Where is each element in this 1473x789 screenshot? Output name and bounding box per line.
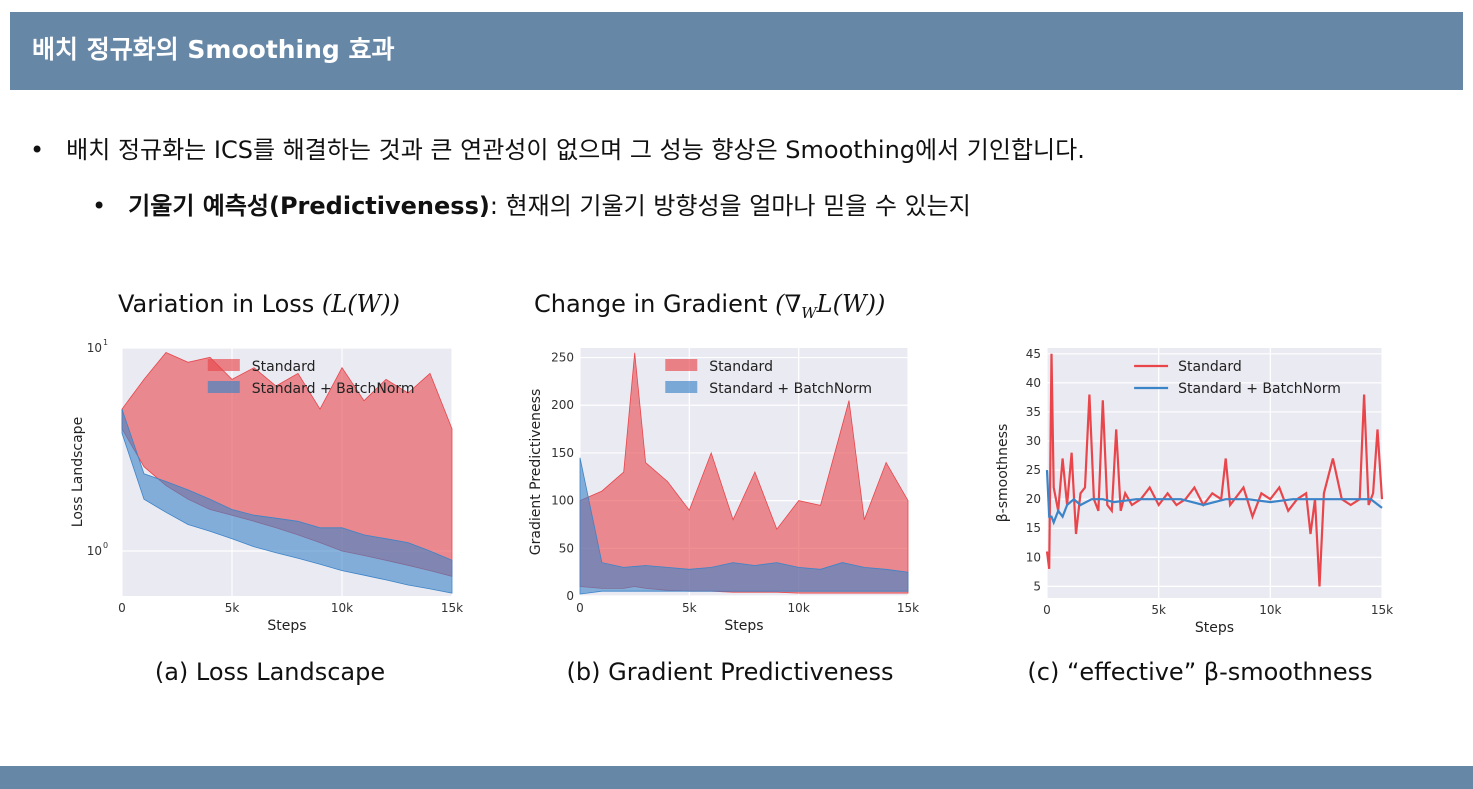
gradient-heading-subscript: W <box>801 303 817 322</box>
legend-swatch <box>665 381 698 393</box>
x-tick-label: 15k <box>897 601 919 615</box>
gradient-heading-text: Change in Gradient <box>534 290 776 318</box>
y-tick-label: 10 <box>1026 550 1041 564</box>
y-tick-label: 45 <box>1026 347 1041 361</box>
y-axis-label: Gradient Predictiveness <box>528 389 544 555</box>
title-bar: 배치 정규화의 Smoothing 효과 <box>10 12 1463 90</box>
legend-label: Standard <box>1178 359 1242 375</box>
x-axis-label: Steps <box>267 618 306 634</box>
x-tick-label: 0 <box>576 601 584 615</box>
y-axis-label: Loss Landscape <box>70 417 86 527</box>
caption-a: (a) Loss Landscape <box>154 658 386 686</box>
y-tick-label: 10 <box>87 544 102 558</box>
y-tick-label: 150 <box>551 446 574 460</box>
caption-b: (b) Gradient Predictiveness <box>566 658 894 686</box>
gradient-heading: Change in Gradient (∇WL(W)) <box>534 290 885 322</box>
sub-bullet-text: : 현재의 기울기 방향성을 얼마나 믿을 수 있는지 <box>489 192 971 220</box>
y-tick-exponent: 0 <box>103 541 108 550</box>
x-axis-label: Steps <box>1195 620 1234 636</box>
legend-swatch <box>207 381 240 393</box>
legend-swatch <box>207 359 240 371</box>
x-tick-label: 10k <box>331 601 353 615</box>
main-bullet-text: 배치 정규화는 ICS를 해결하는 것과 큰 연관성이 없으며 그 성능 향상은… <box>66 136 1085 164</box>
x-tick-label: 0 <box>118 601 126 615</box>
slide-title: 배치 정규화의 Smoothing 효과 <box>32 35 395 64</box>
gradient-heading-math: (∇ <box>775 290 802 318</box>
x-tick-label: 5k <box>225 601 240 615</box>
y-tick-label: 15 <box>1026 521 1041 535</box>
legend-label: Standard + BatchNorm <box>709 381 872 397</box>
x-tick-label: 15k <box>1371 603 1393 617</box>
legend-label: Standard + BatchNorm <box>1178 381 1341 397</box>
y-tick-label: 30 <box>1026 434 1041 448</box>
bullet-marker: • <box>92 192 107 220</box>
footer-bar <box>0 766 1473 789</box>
gradient-heading-math-end: L(W)) <box>816 290 886 318</box>
legend-label: Standard <box>709 359 773 375</box>
legend-swatch <box>665 359 698 371</box>
plot-area <box>1047 348 1382 598</box>
x-tick-label: 15k <box>441 601 463 615</box>
y-tick-exponent: 1 <box>103 338 108 347</box>
gradient-predictiveness-chart: 0 5k 10k 15k 0 50 100 150 200 250 Steps Gradient Pr… <box>528 348 919 634</box>
x-tick-label: 5k <box>682 601 697 615</box>
loss-heading: Variation in Loss (L(W)) <box>118 290 400 318</box>
batchnorm-band <box>579 457 909 595</box>
batchnorm-line <box>1045 470 1383 526</box>
x-tick-label: 10k <box>788 601 810 615</box>
bullet-marker: • <box>30 136 45 164</box>
standard-line <box>1045 353 1384 587</box>
y-tick-label: 50 <box>559 541 574 555</box>
sub-bullet: • 기울기 예측성(Predictiveness): 현재의 기울기 방향성을 얼… <box>92 186 971 221</box>
y-tick-label: 200 <box>551 398 574 412</box>
sub-bullet-term: 기울기 예측성(Predictiveness) <box>128 192 490 220</box>
y-tick-label: 0 <box>566 589 574 603</box>
y-tick-label: 10 <box>87 341 102 355</box>
y-tick-label: 5 <box>1033 579 1041 593</box>
y-tick-label: 25 <box>1026 463 1041 477</box>
x-tick-label: 10k <box>1259 603 1281 617</box>
batchnorm-band <box>121 408 453 594</box>
loss-heading-math: (L(W)) <box>321 290 400 318</box>
legend-label: Standard + BatchNorm <box>252 381 415 397</box>
y-tick-label: 20 <box>1026 492 1041 506</box>
x-tick-label: 0 <box>1043 603 1051 617</box>
y-tick-label: 35 <box>1026 405 1041 419</box>
y-tick-label: 250 <box>551 351 574 365</box>
y-tick-label: 40 <box>1026 376 1041 390</box>
x-axis-label: Steps <box>724 618 763 634</box>
caption-c: (c) “effective” β-smoothness <box>1027 658 1373 686</box>
y-axis-label: β-smoothness <box>995 424 1011 523</box>
beta-smoothness-chart: 0 5k 10k 15k 5 10 15 20 25 30 35 40 45 Steps β-smoothn… <box>995 347 1393 636</box>
x-tick-label: 5k <box>1151 603 1166 617</box>
loss-heading-text: Variation in Loss <box>118 290 322 318</box>
y-tick-label: 100 <box>551 494 574 508</box>
main-bullet: • 배치 정규화는 ICS를 해결하는 것과 큰 연관성이 없으며 그 성능 향상… <box>30 130 1085 165</box>
legend-label: Standard <box>252 359 316 375</box>
